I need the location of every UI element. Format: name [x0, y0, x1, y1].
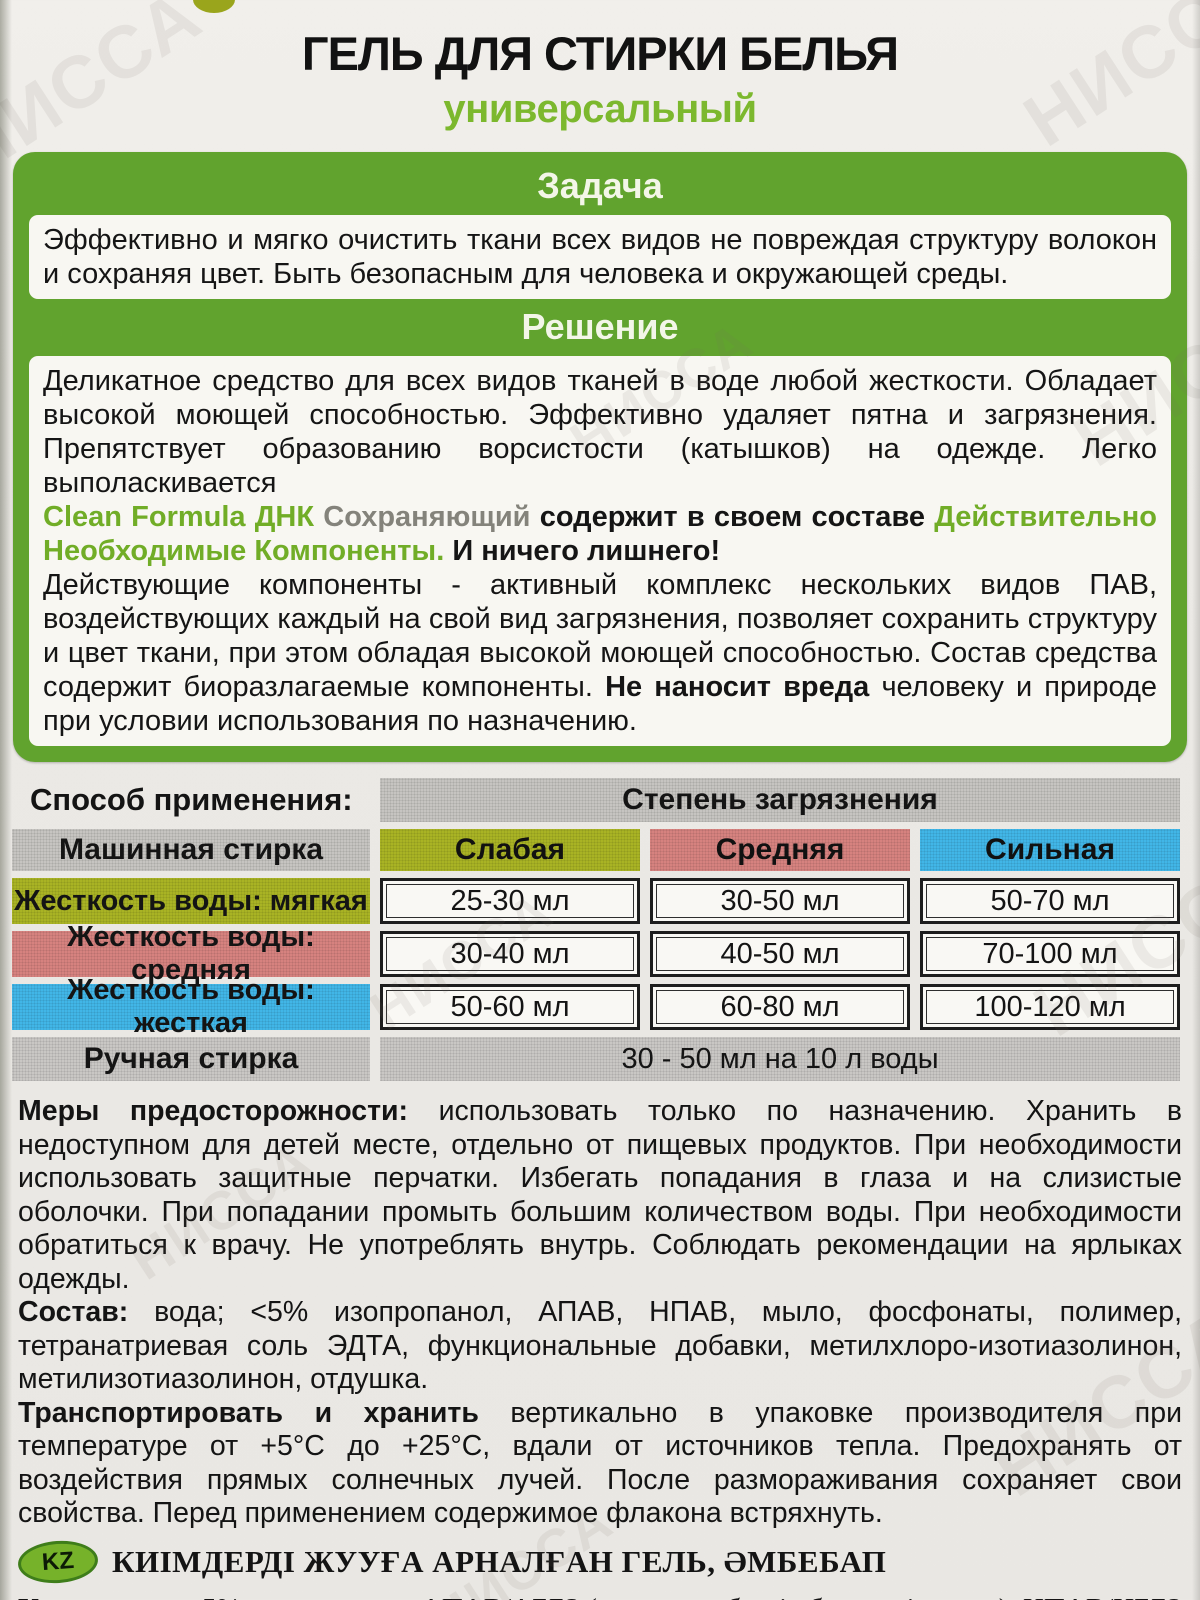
- kz-ingredients-paragraph: Құрамы: су; <5% изопропанол, АПАВ/АББЗ (…: [18, 1591, 1182, 1600]
- storage-text: вертикально в упаковке производителя при…: [18, 1396, 1182, 1530]
- task-box: Эффективно и мягко очистить ткани всех в…: [29, 215, 1171, 299]
- task-heading: Задача: [537, 165, 663, 206]
- formula-components: Действительно Необходимые Компоненты.: [43, 501, 1157, 567]
- formula-contains: содержит в своем составе: [539, 501, 926, 533]
- kz-title-line: KZ КИІМДЕРДІ ЖУУҒА АРНАЛҒАН ГЕЛЬ, ӘМБЕБА…: [16, 1537, 1182, 1586]
- kz-product-title: КИІМДЕРДІ ЖУУҒА АРНАЛҒАН ГЕЛЬ, ӘМБЕБАП: [112, 1543, 887, 1579]
- usage-method-label: Способ применения:: [30, 782, 353, 817]
- formula-nothing-else: И ничего лишнего!: [452, 535, 721, 567]
- formula-attribute: Сохраняющий: [323, 501, 531, 533]
- label-edge-shadow: [1192, 0, 1200, 1600]
- dose-value: 30-40 мл: [380, 931, 640, 977]
- label-edge-shadow: [0, 0, 12, 1600]
- level-strong: Сильная: [920, 829, 1180, 871]
- kz-ingredients-label: Құрамы:: [18, 1593, 136, 1600]
- composition-paragraph: Состав: вода; <5% изопропанол, АПАВ, НПА…: [18, 1296, 1182, 1397]
- dose-value: 50-70 мл: [920, 878, 1180, 924]
- solution-text-2: Действующие компоненты - активный компле…: [43, 568, 1157, 738]
- hand-wash-label: Ручная стирка: [12, 1037, 370, 1081]
- kz-leaf-icon: KZ: [16, 1537, 100, 1586]
- level-medium: Средняя: [650, 829, 910, 871]
- level-weak: Слабая: [380, 829, 640, 871]
- storage-paragraph: Транспортировать и хранить вертикально в…: [18, 1397, 1182, 1531]
- machine-wash-label: Машинная стирка: [12, 829, 370, 871]
- precautions-text: использовать только по назначению. Храни…: [18, 1095, 1182, 1295]
- dose-value: 50-60 мл: [380, 984, 640, 1030]
- composition-text: вода; <5% изопропанол, АПАВ, НПАВ, мыло,…: [18, 1296, 1183, 1395]
- solution-text-1: Деликатное средство для всех видов ткане…: [43, 365, 1157, 499]
- dose-value: 30-50 мл: [650, 878, 910, 924]
- soil-degree-header: Степень загрязнения: [380, 778, 1180, 822]
- solution-text-2-end: человеку и природе при условии использов…: [43, 671, 1158, 737]
- dose-value: 40-50 мл: [650, 931, 910, 977]
- solution-formula-line: Clean Formula ДНК Сохраняющий содержит в…: [43, 500, 1157, 568]
- formula-name: Clean Formula ДНК: [43, 501, 315, 533]
- precautions-label: Меры предосторожности:: [18, 1095, 409, 1127]
- task-solution-panel: Задача Эффективно и мягко очистить ткани…: [13, 152, 1187, 762]
- water-hard-label: Жесткость воды: жесткая: [12, 974, 370, 1039]
- precautions-paragraph: Меры предосторожности: использовать толь…: [18, 1095, 1182, 1296]
- composition-label: Состав:: [18, 1296, 129, 1328]
- cut-off-logo: [193, 0, 235, 13]
- product-subtitle: универсальный: [443, 87, 757, 131]
- dose-value: 100-120 мл: [920, 984, 1180, 1030]
- water-soft-label: Жесткость воды: мягкая: [12, 878, 370, 924]
- dose-value: 60-80 мл: [650, 984, 910, 1030]
- hand-wash-value: 30 - 50 мл на 10 л воды: [380, 1037, 1180, 1081]
- task-text: Эффективно и мягко очистить ткани всех в…: [43, 224, 1157, 290]
- solution-heading: Решение: [521, 306, 679, 347]
- kz-ingredients-text: су; <5% изопропанол, АПАВ/АББЗ (аниондық…: [18, 1593, 1182, 1600]
- solution-box: Деликатное средство для всех видов ткане…: [29, 356, 1171, 746]
- product-title: ГЕЛЬ ДЛЯ СТИРКИ БЕЛЬЯ: [301, 27, 899, 80]
- solution-text-2-bold: Не наносит вреда: [605, 671, 870, 703]
- storage-label: Транспортировать и хранить: [18, 1396, 479, 1429]
- dose-value: 25-30 мл: [380, 878, 640, 924]
- solution-text-2-start: Действующие компоненты - активный компле…: [43, 569, 1157, 703]
- dose-value: 70-100 мл: [920, 931, 1180, 977]
- dosage-table: Способ применения: Степень загрязнения М…: [12, 778, 1188, 1081]
- water-medium-label: Жесткость воды: средняя: [12, 921, 370, 986]
- notes-section: Меры предосторожности: использовать толь…: [18, 1095, 1182, 1531]
